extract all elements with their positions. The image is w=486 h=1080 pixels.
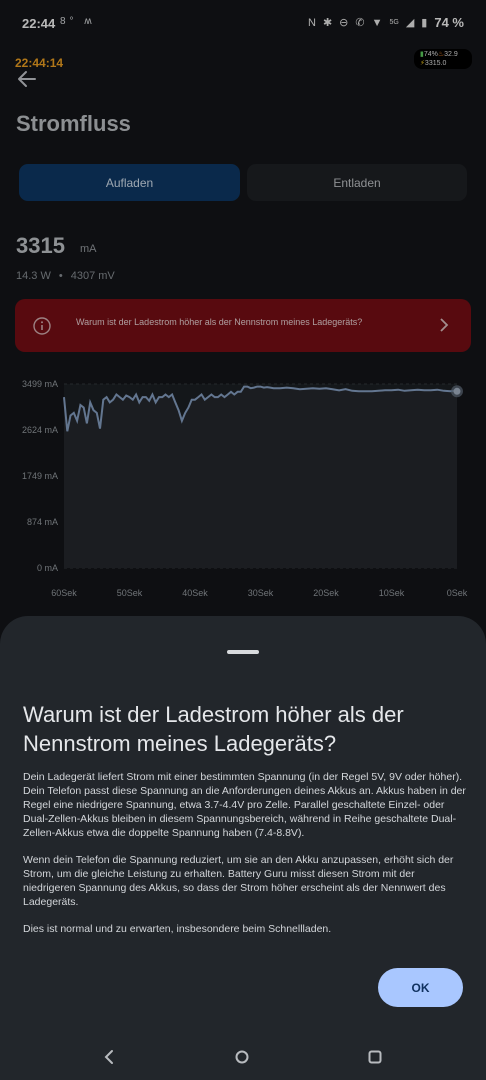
navigation-bar (0, 1036, 486, 1080)
info-banner-text: Warum ist der Ladestrom höher als der Ne… (76, 317, 363, 327)
current-unit: mA (80, 243, 97, 255)
battery-icon: ▮ (421, 17, 428, 29)
status-bar: 22:44 8° ʍ N ✱ ⊖ ✆ ▼ 5G ◢ ▮ 74 % (0, 0, 486, 46)
notification-icons: 8° ʍ (60, 16, 96, 27)
status-icons: N ✱ ⊖ ✆ ▼ 5G ◢ ▮ 74 % (308, 15, 464, 30)
power-voltage-stats: 14.3 W • 4307 mV (16, 270, 115, 282)
area-fill (64, 386, 457, 568)
nav-home-icon[interactable] (233, 1048, 251, 1066)
sheet-paragraph: Wenn dein Telefon die Spannung reduziert… (23, 854, 454, 908)
x-tick-label: 20Sek (313, 588, 339, 598)
info-icon (33, 317, 51, 335)
x-tick-label: 40Sek (182, 588, 208, 598)
latest-point (453, 387, 461, 395)
bluetooth-icon: ✱ (322, 17, 333, 29)
power-value: 14.3 W (16, 270, 51, 282)
y-tick-label: 874 mA (27, 517, 58, 527)
back-button[interactable] (14, 66, 40, 92)
y-tick-label: 2624 mA (22, 425, 58, 435)
current-chart: 3499 mA 2624 mA 1749 mA 874 mA 0 mA 60Sek 50Se… (22, 379, 468, 598)
arrow-left-icon (18, 71, 36, 87)
nfc-icon: N (307, 16, 316, 29)
bolt-icon: ⚡ (420, 60, 425, 67)
widget-current: 3315.0 (424, 60, 447, 67)
current-line-series (63, 385, 458, 432)
call-icon: ✆ (355, 17, 365, 29)
signal-icon: ◢ (405, 17, 415, 29)
wifi-icon: ▼ (371, 16, 383, 29)
x-tick-label: 60Sek (51, 588, 77, 598)
sheet-paragraph: Dein Ladegerät liefert Strom mit einer b… (23, 771, 466, 839)
separator-dot: • (58, 270, 63, 282)
tab-charge[interactable]: Aufladen (19, 164, 240, 201)
page-title: Stromfluss (16, 111, 131, 136)
y-tick-label: 3499 mA (22, 379, 58, 389)
info-banner[interactable]: Warum ist der Ladestrom höher als der Ne… (15, 299, 471, 352)
x-tick-label: 30Sek (248, 588, 274, 598)
drag-handle[interactable] (227, 650, 259, 654)
battery-percent: 74 % (434, 15, 464, 30)
y-tick-label: 0 mA (37, 563, 58, 573)
ok-button[interactable]: OK (378, 968, 463, 1007)
do-not-disturb-icon: ⊖ (339, 17, 349, 29)
widget-percent: 74% (423, 51, 438, 58)
x-tick-label: 50Sek (117, 588, 143, 598)
tab-discharge[interactable]: Entladen (247, 164, 467, 201)
battery-small-icon: ▮ (420, 51, 424, 58)
x-tick-label: 0Sek (447, 588, 468, 598)
status-time: 22:44 (22, 16, 56, 31)
current-value: 3315 (16, 233, 65, 258)
nav-back-icon[interactable] (100, 1048, 118, 1066)
voltage-value: 4307 mV (70, 270, 115, 282)
nav-recents-icon[interactable] (366, 1048, 384, 1066)
network-type-icon: 5G (389, 19, 399, 26)
sheet-body: Dein Ladegerät liefert Strom mit einer b… (23, 770, 468, 949)
sheet-paragraph: Dies ist normal und zu erwarten, insbeso… (23, 923, 332, 935)
sheet-title: Warum ist der Ladestrom höher als der Ne… (23, 702, 404, 756)
chevron-right-icon (440, 318, 449, 332)
y-tick-label: 1749 mA (22, 471, 58, 481)
tab-discharge-label: Entladen (333, 175, 381, 190)
widget-temperature: 32.9 (444, 51, 458, 58)
overlay-clock: 22:44:14 (15, 56, 64, 70)
tab-charge-label: Aufladen (105, 175, 154, 190)
bottom-sheet: Warum ist der Ladestrom höher als der Ne… (0, 616, 486, 1080)
battery-overlay-widget: ▮74%♨32.9 ⚡3315.0 (414, 49, 472, 69)
flame-icon: ♨ (437, 51, 445, 58)
x-tick-label: 10Sek (379, 588, 405, 598)
